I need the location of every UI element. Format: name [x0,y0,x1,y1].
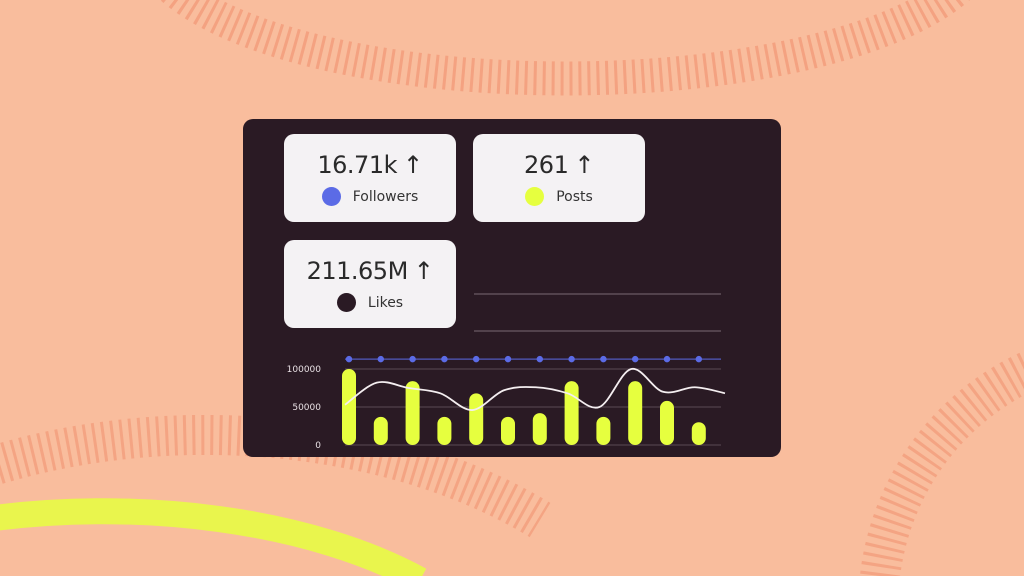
stat-followers: 16.71k ↑ Followers [284,134,456,222]
followers-dot [695,355,702,363]
chart: 0 50000 100000 [287,293,726,451]
followers-dot [473,355,480,363]
followers-dot [504,355,512,363]
followers-dot [568,355,575,363]
posts-value: 261 [524,151,569,179]
bar [532,413,547,445]
bar [469,393,484,445]
likes-dot-icon [336,293,356,312]
bar [437,416,452,445]
followers-dot [345,355,353,363]
posts-dot-icon [525,187,545,206]
followers-dot [536,355,543,363]
bar [564,381,579,445]
followers-dot [632,355,639,363]
bar [596,416,611,445]
bar [373,416,388,445]
followers-dot [441,355,448,363]
followers-label: Followers [352,188,419,205]
followers-dot [377,355,384,363]
arrow-up-icon: ↑ [413,257,434,285]
arrow-up-icon: ↑ [403,151,423,179]
bar [501,416,515,445]
posts-label: Posts [556,188,593,205]
y-tick-label: 100000 [287,365,322,375]
arrow-up-icon: ↑ [574,151,594,179]
bar [660,400,674,445]
stat-likes: 211.65M ↑ Likes [284,240,456,328]
followers-value: 16.71k [317,151,397,179]
likes-label: Likes [367,294,404,311]
likes-value: 211.65M [306,257,409,285]
followers-dot [600,355,607,363]
bar [691,422,706,445]
y-tick-label: 50000 [292,403,321,413]
followers-dot [663,355,671,363]
stat-posts: 261 ↑ Posts [473,134,645,222]
likes-line [344,368,726,411]
followers-dot [409,355,416,363]
bar [628,381,643,445]
followers-dot-icon [321,187,341,206]
y-tick-label: 0 [315,441,321,451]
bar [342,369,356,445]
bar [405,381,420,445]
dashboard-card: 16.71k ↑ Followers 261 ↑ Posts 211.65M ↑ Li… [243,119,781,457]
